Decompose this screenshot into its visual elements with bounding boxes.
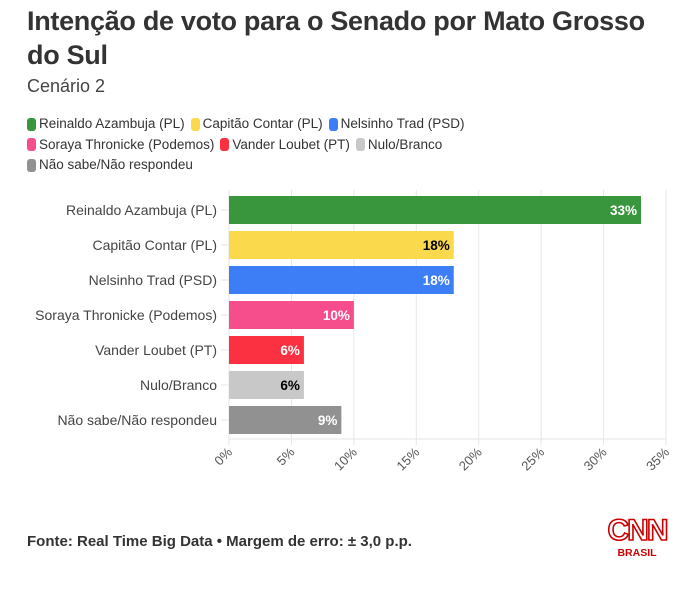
bar (229, 196, 642, 224)
legend-item[interactable]: Nelsinho Trad (PSD) (328, 115, 465, 133)
category-label: Nulo/Branco (140, 377, 217, 393)
category-label: Soraya Thronicke (Podemos) (35, 307, 217, 323)
data-label: 6% (280, 343, 300, 358)
data-label: 6% (280, 378, 300, 393)
cnn-logo-sub: BRASIL (617, 547, 657, 559)
legend-swatch (27, 158, 36, 172)
legend-swatch (328, 117, 338, 131)
cnn-brasil-logo: CNN BRASIL (602, 514, 672, 559)
bar-chart: 0% 5% 10% 15% 20% 25% 30% 35% Reinaldo Azambuja … (35, 190, 672, 474)
legend-label: Soraya Thronicke (Podemos) (39, 136, 215, 152)
legend-swatch (27, 138, 36, 151)
x-tick-label: 10% (331, 444, 360, 473)
bar (229, 336, 304, 364)
bar (229, 266, 454, 294)
x-tick-label: 35% (643, 444, 672, 473)
legend-label: Reinaldo Azambuja (PL) (39, 116, 185, 131)
data-label: 9% (318, 413, 338, 428)
category-label: Vander Loubet (PT) (95, 342, 217, 358)
bar (229, 231, 454, 259)
x-tick-label: 30% (581, 444, 610, 473)
legend-label: Nelsinho Trad (PSD) (340, 116, 465, 131)
legend-item[interactable]: Soraya Thronicke (Podemos) (27, 136, 214, 154)
bar (229, 406, 342, 434)
cnn-logo-text: CNN (607, 514, 670, 547)
category-label: Capitão Contar (PL) (92, 237, 217, 253)
legend-item[interactable]: Reinaldo Azambuja (PL) (27, 115, 185, 133)
legend-item[interactable]: Capitão Contar (PL) (190, 115, 323, 133)
category-label: Nelsinho Trad (PSD) (89, 272, 217, 288)
category-label: Não sabe/Não respondeu (57, 412, 217, 428)
x-tick-label: 0% (211, 444, 235, 468)
legend-swatch (355, 138, 365, 151)
data-label: 18% (423, 273, 450, 288)
legend-swatch (27, 117, 36, 131)
data-label: 18% (423, 238, 450, 253)
legend-item[interactable]: Vander Loubet (PT) (220, 136, 350, 154)
data-label: 33% (610, 203, 637, 218)
legend-label: Capitão Contar (PL) (202, 116, 323, 131)
source-note: Fonte: Real Time Big Data • Margem de er… (27, 533, 412, 550)
legend-item[interactable]: Nulo/Branco (355, 136, 443, 154)
legend-label: Vander Loubet (PT) (232, 136, 350, 152)
bar (229, 301, 354, 329)
legend: Reinaldo Azambuja (PL) Capitão Contar (PL… (27, 115, 547, 177)
x-tick-label: 5% (274, 444, 298, 468)
x-tick-label: 20% (456, 444, 485, 473)
data-label: 10% (323, 308, 350, 323)
legend-label: Nulo/Branco (367, 136, 443, 152)
chart-subtitle: Cenário 2 (27, 76, 106, 96)
legend-label: Não sabe/Não respondeu (39, 157, 193, 172)
legend-item[interactable]: Não sabe/Não respondeu (27, 156, 193, 174)
chart-title: Intenção de voto para o Senado por Mato … (27, 6, 645, 70)
x-tick-label: 15% (393, 444, 422, 473)
x-tick-label: 25% (518, 444, 547, 473)
legend-swatch (190, 117, 200, 131)
bar (229, 371, 304, 399)
legend-swatch (220, 138, 230, 151)
category-label: Reinaldo Azambuja (PL) (66, 202, 217, 218)
